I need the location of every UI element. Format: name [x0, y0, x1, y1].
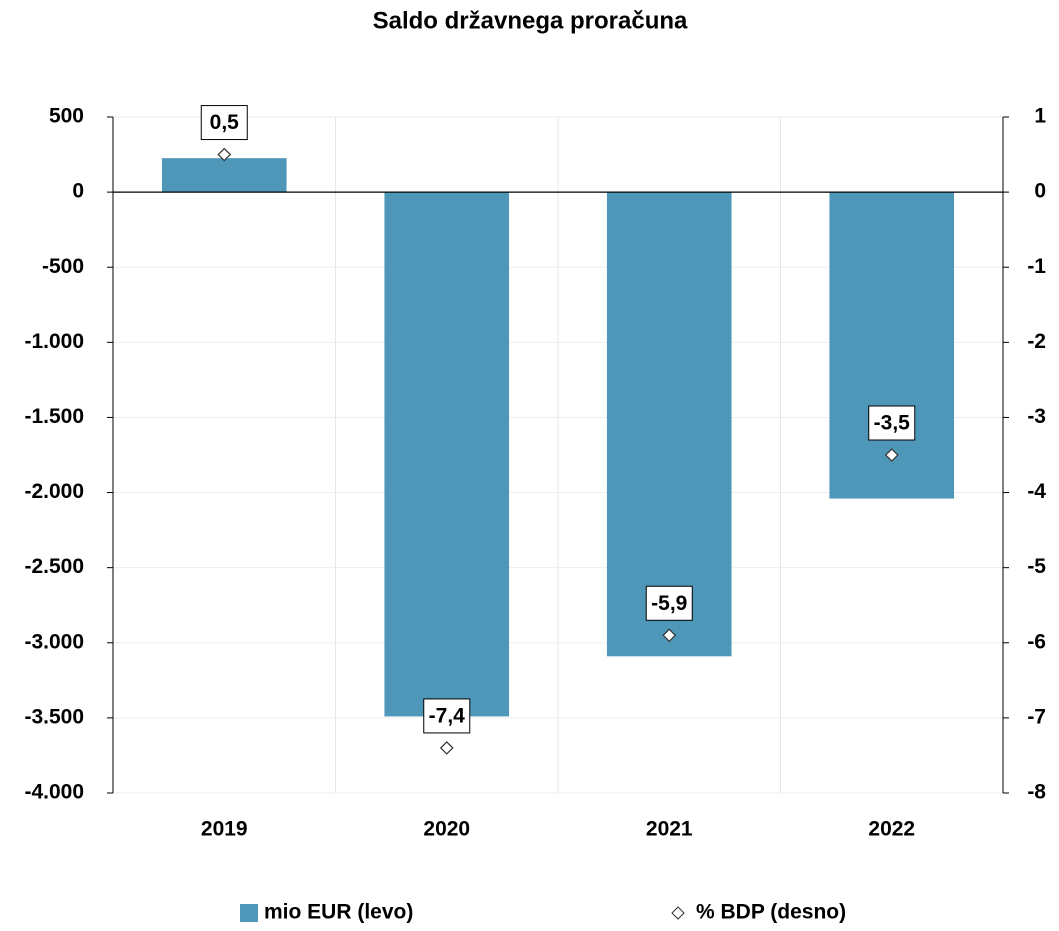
- chart-title: Saldo državnega proračuna: [373, 7, 688, 34]
- data-label-box: [868, 405, 916, 441]
- y-tick-label: -3.500: [24, 705, 84, 728]
- x-tick-label: 2022: [868, 818, 915, 841]
- x-tick-label: 2021: [646, 818, 693, 841]
- y-tick-label: -3.000: [24, 630, 84, 653]
- legend-swatch: [240, 904, 258, 922]
- y2-tick-label: -1: [1027, 255, 1046, 278]
- y2-tick-label: 0: [1034, 180, 1046, 203]
- y-tick-label: -1.000: [24, 330, 84, 353]
- y-tick-label: -1.500: [24, 405, 84, 428]
- x-tick-label: 2019: [201, 818, 248, 841]
- data-label-box: [200, 105, 248, 141]
- y-tick-label: 0: [72, 180, 84, 203]
- data-label-box: [423, 698, 471, 734]
- y-tick-label: -2.000: [24, 480, 84, 503]
- y-tick-label: -500: [42, 255, 84, 278]
- diamond-marker: [662, 628, 677, 643]
- y2-tick-label: -2: [1027, 330, 1046, 353]
- data-label: -5,9: [651, 592, 687, 615]
- y2-tick-label: -5: [1027, 555, 1046, 578]
- legend-swatch: [671, 906, 685, 920]
- y2-tick-label: -7: [1027, 705, 1046, 728]
- data-label: -7,4: [429, 704, 466, 727]
- legend-label: % BDP (desno): [696, 901, 846, 924]
- y2-tick-label: -8: [1027, 781, 1046, 804]
- y2-tick-label: -4: [1027, 480, 1046, 503]
- y-tick-label: -2.500: [24, 555, 84, 578]
- bar: [384, 192, 510, 717]
- x-tick-label: 2020: [423, 818, 470, 841]
- y2-tick-label: -6: [1027, 630, 1046, 653]
- diamond-marker: [217, 147, 232, 162]
- bar: [829, 192, 955, 499]
- diamond-marker: [884, 448, 899, 462]
- y2-tick-label: 1: [1034, 105, 1046, 128]
- y-tick-label: 500: [49, 105, 84, 128]
- y2-tick-label: -3: [1027, 405, 1046, 428]
- bar: [161, 158, 287, 193]
- data-label: -3,5: [874, 412, 911, 435]
- data-label: 0,5: [210, 111, 240, 134]
- diamond-marker: [439, 741, 454, 755]
- bar: [606, 192, 732, 657]
- y-tick-label: -4.000: [24, 781, 84, 804]
- legend-label: mio EUR (levo): [264, 901, 413, 924]
- data-label-box: [645, 585, 693, 621]
